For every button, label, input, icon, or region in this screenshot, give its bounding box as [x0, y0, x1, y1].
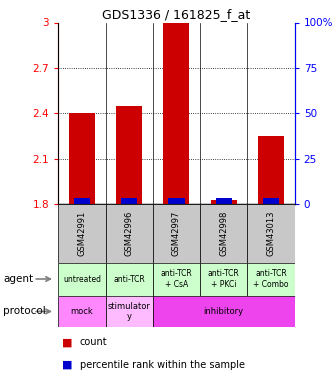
Text: count: count — [80, 338, 108, 347]
Bar — [164, 22, 189, 204]
Bar — [106, 204, 153, 262]
Bar — [74, 198, 90, 204]
Bar — [69, 113, 95, 204]
Bar — [116, 106, 142, 204]
Text: stimulator
y: stimulator y — [108, 302, 151, 321]
Text: untreated: untreated — [63, 274, 101, 284]
Text: protocol: protocol — [3, 306, 46, 316]
Text: mock: mock — [71, 307, 93, 316]
Bar — [211, 200, 237, 204]
Bar — [153, 204, 200, 262]
Bar — [106, 262, 153, 296]
Bar — [247, 262, 295, 296]
Text: anti-TCR
+ Combo: anti-TCR + Combo — [253, 269, 289, 289]
Bar — [200, 262, 247, 296]
Text: anti-TCR
+ PKCi: anti-TCR + PKCi — [208, 269, 240, 289]
Bar — [200, 204, 247, 262]
Title: GDS1336 / 161825_f_at: GDS1336 / 161825_f_at — [102, 8, 251, 21]
Bar — [106, 296, 153, 327]
Text: anti-TCR: anti-TCR — [113, 274, 145, 284]
Bar — [121, 198, 138, 204]
Text: GSM42997: GSM42997 — [172, 211, 181, 256]
Bar — [58, 296, 106, 327]
Text: anti-TCR
+ CsA: anti-TCR + CsA — [161, 269, 192, 289]
Bar — [153, 296, 295, 327]
Bar — [258, 136, 284, 204]
Bar — [168, 198, 185, 204]
Text: GSM43013: GSM43013 — [266, 211, 276, 256]
Text: GSM42996: GSM42996 — [125, 211, 134, 256]
Text: ■: ■ — [62, 360, 72, 370]
Text: inhibitory: inhibitory — [204, 307, 244, 316]
Text: GSM42991: GSM42991 — [77, 211, 87, 256]
Text: GSM42998: GSM42998 — [219, 211, 228, 256]
Bar — [263, 198, 279, 204]
Text: ■: ■ — [62, 338, 72, 347]
Text: agent: agent — [3, 274, 33, 284]
Bar — [153, 262, 200, 296]
Bar — [215, 198, 232, 204]
Bar — [58, 204, 106, 262]
Bar — [58, 262, 106, 296]
Bar — [247, 204, 295, 262]
Text: percentile rank within the sample: percentile rank within the sample — [80, 360, 245, 370]
